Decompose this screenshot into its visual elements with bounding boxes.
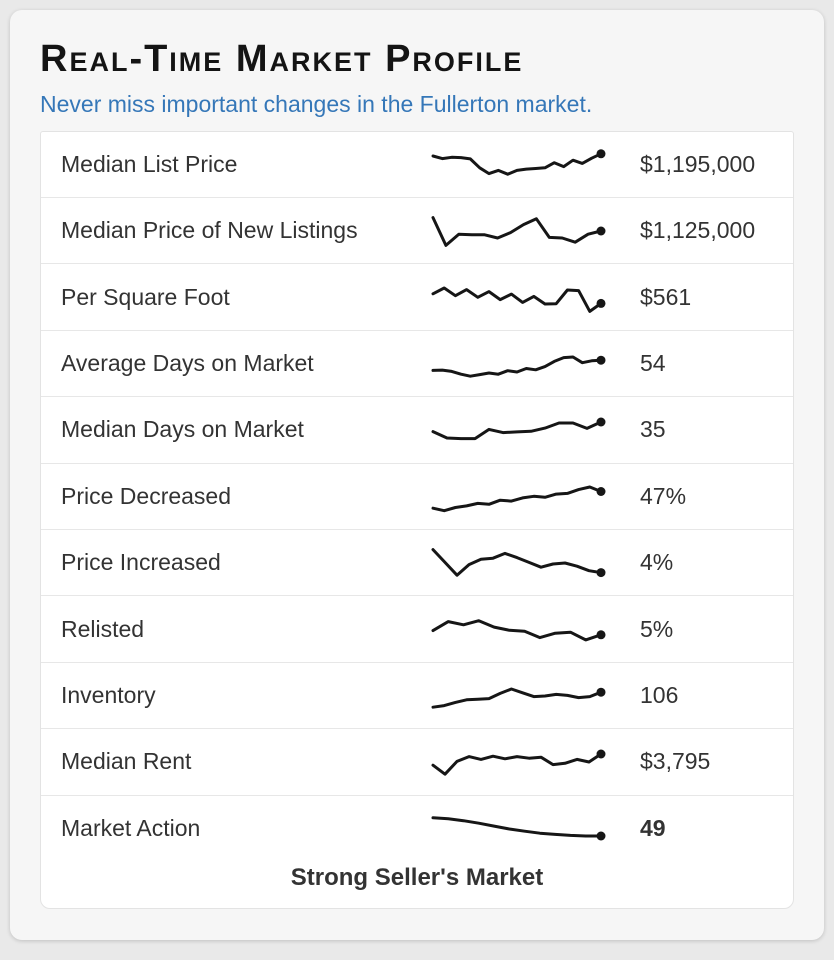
market-profile-card: Real-Time Market Profile Never miss impo… — [10, 10, 824, 940]
sparkline-path — [431, 485, 603, 513]
metric-value: 4% — [640, 549, 674, 576]
sparkline-path — [431, 687, 603, 709]
sparkline-end-dot — [596, 567, 606, 577]
sparkline-end-dot — [596, 749, 606, 759]
metric-value: 35 — [640, 416, 666, 443]
metric-value: $1,195,000 — [640, 150, 756, 177]
metric-label: Price Decreased — [61, 482, 232, 509]
metrics-table: Median List Price $1,195,000 Median Pric… — [40, 130, 794, 909]
metric-value: 5% — [640, 615, 674, 642]
sparkline-path — [431, 152, 603, 177]
sparkline-path — [431, 215, 603, 247]
metric-row: Median Rent $3,795 — [41, 729, 793, 796]
metric-label: Price Increased — [61, 549, 221, 576]
metric-sparkline — [431, 215, 606, 247]
sparkline-end-dot — [596, 355, 606, 365]
widget-title: Real-Time Market Profile — [40, 38, 524, 80]
metric-sparkline — [431, 417, 606, 441]
metric-row: Price Decreased 47% — [41, 464, 793, 531]
metric-sparkline — [431, 355, 606, 378]
sparkline-end-dot — [596, 417, 606, 427]
sparkline-end-dot — [596, 687, 606, 697]
metric-row: Inventory 106 — [41, 663, 793, 730]
sparkline-end-dot — [596, 630, 606, 640]
metric-row: Per Square Foot $561 — [41, 264, 793, 331]
metric-value: 49 — [640, 815, 666, 842]
sparkline-end-dot — [596, 299, 606, 309]
metric-sparkline — [431, 687, 606, 709]
sparkline-end-dot — [596, 831, 606, 841]
metric-row: Median List Price $1,195,000 — [41, 132, 793, 199]
metric-row: Average Days on Market 54 — [41, 331, 793, 398]
metric-label: Average Days on Market — [61, 350, 314, 377]
market-status-text: Strong Seller's Market — [290, 863, 544, 891]
sparkline-end-dot — [596, 487, 606, 497]
metric-row: Median Price of New Listings $1,125,000 — [41, 198, 793, 265]
metric-label: Per Square Foot — [61, 283, 230, 310]
metric-sparkline — [431, 547, 606, 577]
metric-sparkline — [431, 485, 606, 513]
metric-label: Market Action — [61, 815, 201, 842]
metric-value: $561 — [640, 283, 692, 310]
sparkline-path — [431, 420, 603, 441]
sparkline-path — [431, 286, 603, 314]
metric-sparkline — [431, 816, 606, 841]
sparkline-end-dot — [596, 226, 606, 236]
metric-label: Median Price of New Listings — [61, 217, 358, 244]
metric-label: Median Rent — [61, 748, 192, 775]
metric-row: Median Days on Market 35 — [41, 397, 793, 464]
metric-sparkline — [431, 149, 606, 177]
metric-value: 47% — [640, 482, 687, 509]
metric-row: Relisted 5% — [41, 596, 793, 663]
sparkline-path — [431, 816, 603, 838]
sparkline-end-dot — [596, 149, 606, 159]
metric-value: 54 — [640, 350, 666, 377]
metric-label: Median Days on Market — [61, 416, 304, 443]
metric-row: Price Increased 4% — [41, 530, 793, 597]
sparkline-path — [431, 355, 603, 378]
metrics-rows: Median List Price $1,195,000 Median Pric… — [41, 132, 793, 862]
metric-value: 106 — [640, 682, 679, 708]
metric-row: Market Action 49 — [41, 796, 793, 862]
metric-value: $1,125,000 — [640, 217, 756, 244]
metric-label: Relisted — [61, 615, 145, 642]
metric-sparkline — [431, 286, 606, 314]
widget-subtitle: Never miss important changes in the Full… — [40, 90, 593, 117]
sparkline-path — [431, 619, 603, 642]
metric-value: $3,795 — [640, 748, 711, 775]
sparkline-path — [431, 547, 603, 577]
metric-label: Median List Price — [61, 150, 238, 177]
metric-sparkline — [431, 749, 606, 776]
metric-label: Inventory — [61, 682, 156, 708]
sparkline-path — [431, 752, 603, 776]
metric-sparkline — [431, 619, 606, 642]
